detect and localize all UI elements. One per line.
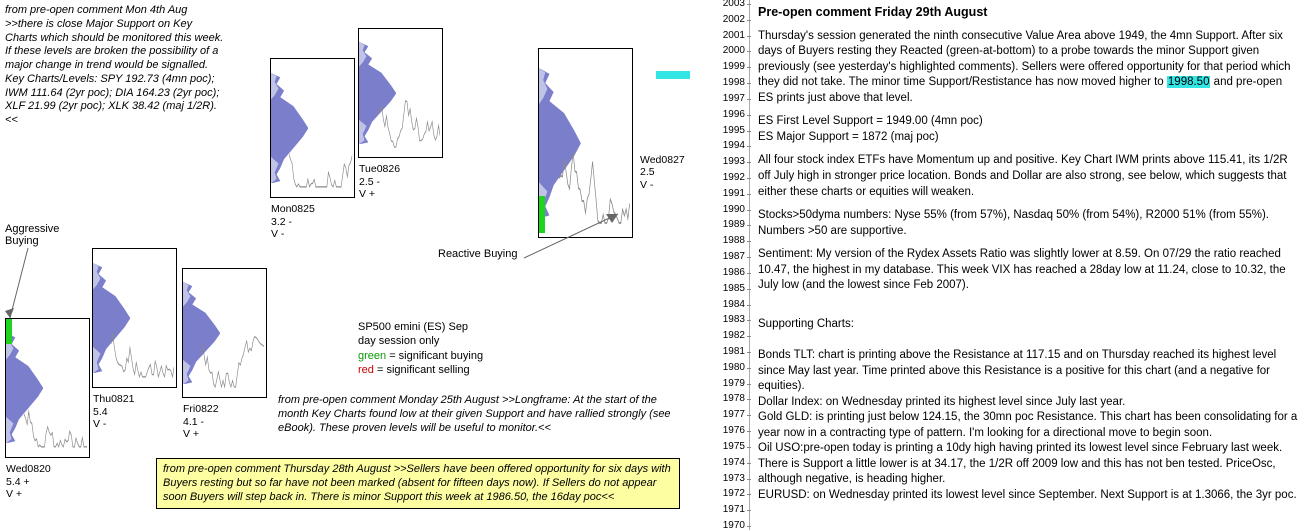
price-tick: 1986 xyxy=(695,268,745,278)
price-tick: 1987 xyxy=(695,252,745,262)
price-tick: 1974 xyxy=(695,458,745,468)
price-tick: 2003 xyxy=(695,0,745,9)
price-tick: 1980 xyxy=(695,363,745,373)
price-tick: 1999 xyxy=(695,62,745,72)
charts-panel: from pre-open comment Mon 4th Aug >>ther… xyxy=(0,0,690,530)
chart-label: Wed0820 5.4 + V + xyxy=(6,463,51,501)
price-tick: 1979 xyxy=(695,379,745,389)
legend-line-1: SP500 emini (ES) Sep xyxy=(358,320,483,334)
chart-fri0822: Fri0822 4.1 - V + xyxy=(182,268,267,398)
price-tick: 1971 xyxy=(695,505,745,515)
price-tick: 1994 xyxy=(695,141,745,151)
price-tick: 1997 xyxy=(695,94,745,104)
commentary-p3: All four stock index ETFs have Momentum … xyxy=(758,153,1298,200)
price-tick: 1983 xyxy=(695,315,745,325)
price-axis: 2003 2002 2001 2000 1999 1998 1997 1996 1995 1994… xyxy=(690,0,750,530)
price-tick: 1985 xyxy=(695,284,745,294)
commentary-p6: Supporting Charts: Bonds TLT: chart is p… xyxy=(758,302,1298,504)
note-top-italic: from pre-open comment Mon 4th Aug >>ther… xyxy=(5,4,227,128)
chart-legend: SP500 emini (ES) Sep day session only gr… xyxy=(358,320,483,377)
price-tick: 1991 xyxy=(695,189,745,199)
chart-tue0826: Tue0826 2.5 - V + xyxy=(358,28,443,158)
price-tick: 1976 xyxy=(695,426,745,436)
chart-label: Tue0826 2.5 - V + xyxy=(359,163,400,201)
price-tick: 1973 xyxy=(695,474,745,484)
commentary-p4: Stocks>50dyma numbers: Nyse 55% (from 57… xyxy=(758,208,1298,239)
legend-line-4: red = significant selling xyxy=(358,363,483,377)
chart-wed0820: Wed0820 5.4 + V + xyxy=(5,318,90,458)
price-tick: 1978 xyxy=(695,394,745,404)
chart-mon0825: Mon0825 3.2 - V - xyxy=(270,58,355,198)
commentary-p5: Sentiment: My version of the Rydex Asset… xyxy=(758,247,1298,294)
price-tick: 1993 xyxy=(695,157,745,167)
commentary-text: Pre-open comment Friday 29th August Thur… xyxy=(758,4,1298,511)
chart-label: Thu0821 5.4 V - xyxy=(93,393,134,431)
commentary-p1: Thursday's session generated the ninth c… xyxy=(758,29,1298,107)
note-mid-italic: from pre-open comment Monday 25th August… xyxy=(278,394,678,435)
price-tick: 2000 xyxy=(695,46,745,56)
arrow-reactive xyxy=(520,196,630,266)
commentary-p2: ES First Level Support = 1949.00 (4mn po… xyxy=(758,114,1298,145)
price-tick: 1989 xyxy=(695,220,745,230)
commentary-panel: 2003 2002 2001 2000 1999 1998 1997 1996 1995 1994… xyxy=(690,0,1306,530)
price-tick: 1996 xyxy=(695,110,745,120)
price-tick: 1981 xyxy=(695,347,745,357)
chart-thu0821: Thu0821 5.4 V - xyxy=(92,248,177,388)
price-tick: 1977 xyxy=(695,410,745,420)
price-tick: 1984 xyxy=(695,300,745,310)
legend-line-2: day session only xyxy=(358,334,483,348)
highlighted-level: 1998.50 xyxy=(1167,76,1211,88)
chart-label: Mon0825 3.2 - V - xyxy=(271,203,315,241)
annotation-reactive-buying: Reactive Buying xyxy=(438,248,518,260)
price-tick: 1975 xyxy=(695,442,745,452)
commentary-title: Pre-open comment Friday 29th August xyxy=(758,4,1298,21)
price-tick: 1982 xyxy=(695,331,745,341)
chart-label: Fri0822 4.1 - V + xyxy=(183,403,219,441)
price-tick: 1990 xyxy=(695,205,745,215)
price-tick: 1998 xyxy=(695,78,745,88)
price-tick: 2002 xyxy=(695,15,745,25)
price-tick: 1995 xyxy=(695,126,745,136)
price-tick: 1988 xyxy=(695,236,745,246)
note-yellow: from pre-open comment Thursday 28th Augu… xyxy=(156,458,680,509)
cyan-level-marker xyxy=(656,71,690,79)
chart-label: Wed0827 2.5 V - xyxy=(640,154,685,192)
legend-line-3: green = significant buying xyxy=(358,349,483,363)
price-tick: 1992 xyxy=(695,173,745,183)
price-tick: 1972 xyxy=(695,489,745,499)
arrow-aggressive xyxy=(0,240,60,330)
price-tick: 2001 xyxy=(695,31,745,41)
